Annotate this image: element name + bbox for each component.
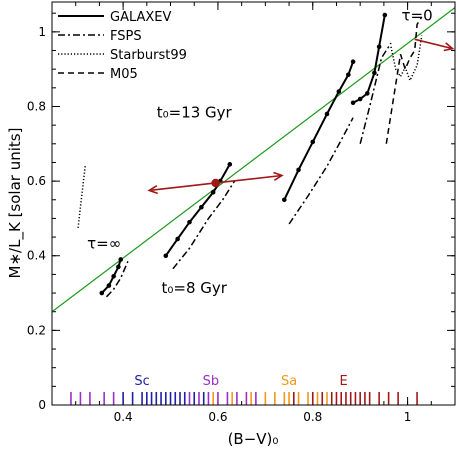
series-point	[346, 72, 351, 78]
series-starburst99-line	[77, 166, 86, 228]
y-tick-label: 0.6	[27, 174, 46, 188]
series-point	[99, 290, 105, 296]
series-fsps-line	[105, 261, 129, 298]
error-arrow	[414, 38, 453, 50]
data-layer	[52, 7, 455, 405]
series-point	[376, 44, 382, 50]
series-fsps-line	[359, 42, 392, 144]
series-point	[210, 190, 216, 195]
series-point	[350, 59, 356, 65]
series-point	[336, 89, 342, 94]
legend-entry: FSPS	[110, 29, 142, 44]
series-galaxev-line	[352, 14, 386, 104]
x-tick-label: 0.8	[303, 410, 322, 424]
series-point	[296, 167, 301, 173]
series-point	[310, 139, 316, 145]
series-point	[364, 91, 370, 96]
series-point	[350, 100, 356, 106]
series-starburst99-line	[390, 35, 423, 83]
highlight-point	[211, 178, 220, 188]
series-point	[116, 264, 121, 270]
x-tick-label: 0.6	[208, 410, 227, 424]
rug-label: Sb	[203, 374, 220, 389]
x-tick-label: 0.4	[114, 410, 133, 424]
arrow-head	[443, 42, 455, 52]
legend-entry: Starburst99	[110, 48, 187, 63]
axes-layer: 0.4 0.6 0.8 1 0 0.2 0.4 0.6 0.8 1	[27, 2, 456, 424]
legend: GALAXEV FSPS Starburst99 M05	[58, 10, 187, 82]
series-m05-line	[385, 16, 423, 144]
series-point	[372, 70, 377, 76]
y-tick-label: 0	[38, 398, 46, 412]
y-tick-label: 0.4	[27, 249, 46, 263]
series-point	[357, 96, 363, 102]
y-axis-label: M∗/L_K [solar units]	[6, 128, 25, 279]
annotation-label: τ=∞	[87, 234, 121, 252]
rug-label: Sc	[134, 374, 149, 389]
series-point	[187, 219, 192, 225]
x-axis-label: (B−V)₀	[228, 430, 279, 448]
annotation-label: t₀=13 Gyr	[157, 104, 233, 122]
series-fsps-line	[288, 117, 354, 225]
y-tick-label: 0.2	[27, 323, 46, 337]
series-galaxev-line	[283, 61, 355, 201]
annotation-label: t₀=8 Gyr	[162, 279, 228, 297]
series-point	[282, 197, 287, 203]
legend-entry: M05	[110, 67, 138, 82]
series-point	[382, 12, 388, 18]
series-point	[118, 257, 124, 262]
error-arrow	[149, 182, 216, 192]
series-point	[227, 162, 233, 167]
series-point	[163, 253, 169, 259]
series-point	[199, 204, 204, 210]
series-point	[324, 111, 330, 117]
y-tick-label: 1	[38, 25, 46, 39]
annotation-layer: Sc Sb Sa Eτ=0 τ=∞ t₀=13 Gyr t₀=8 Gyr	[87, 7, 433, 389]
series-point	[111, 273, 116, 279]
y-tick-label: 0.8	[27, 99, 46, 113]
rug-label: Sa	[281, 374, 297, 389]
arrow-head	[147, 184, 158, 195]
plot-frame	[51, 1, 456, 406]
x-tick-label: 1	[404, 410, 412, 424]
series-galaxev-line	[101, 259, 122, 294]
legend-entry: GALAXEV	[110, 10, 172, 25]
series-fsps-line	[172, 180, 236, 270]
arrow-head	[273, 171, 284, 181]
series-point	[175, 236, 180, 242]
series-galaxev-line	[164, 163, 231, 257]
rug-label: E	[339, 374, 347, 389]
series-point	[106, 283, 112, 288]
annotation-label: τ=0	[401, 7, 432, 25]
error-arrow	[215, 174, 283, 184]
